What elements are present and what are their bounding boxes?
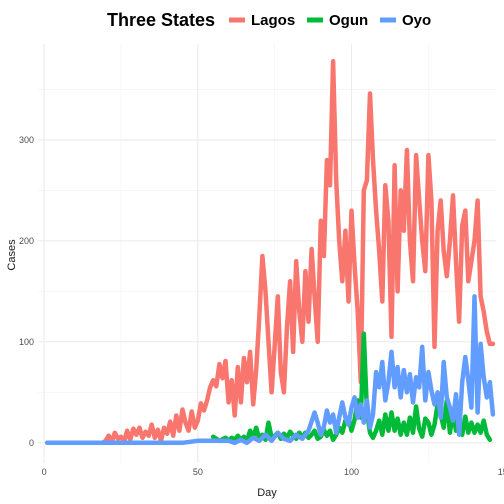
legend-label-oyo: Oyo — [402, 12, 431, 29]
x-tick-label: 100 — [344, 467, 359, 477]
x-tick-label: 150 — [498, 467, 504, 477]
legend-label-ogun: Ogun — [329, 12, 368, 29]
legend-title: Three States — [107, 10, 215, 30]
x-axis-title: Day — [257, 487, 277, 499]
y-tick-label: 0 — [29, 438, 34, 448]
series-line-lagos — [44, 58, 496, 446]
x-tick-label: 50 — [193, 467, 203, 477]
y-axis-title: Cases — [6, 239, 18, 271]
legend-label-lagos: Lagos — [251, 12, 295, 29]
y-tick-label: 300 — [19, 135, 34, 145]
x-tick-label: 0 — [42, 467, 47, 477]
series-line-oyo — [44, 294, 496, 446]
axis-ticks: 0 50 100 150 0 100 200 300 — [19, 135, 504, 477]
series-lines — [44, 58, 496, 446]
legend: Three States Lagos Ogun Oyo — [107, 10, 431, 30]
y-tick-label: 200 — [19, 236, 34, 246]
y-tick-label: 100 — [19, 337, 34, 347]
